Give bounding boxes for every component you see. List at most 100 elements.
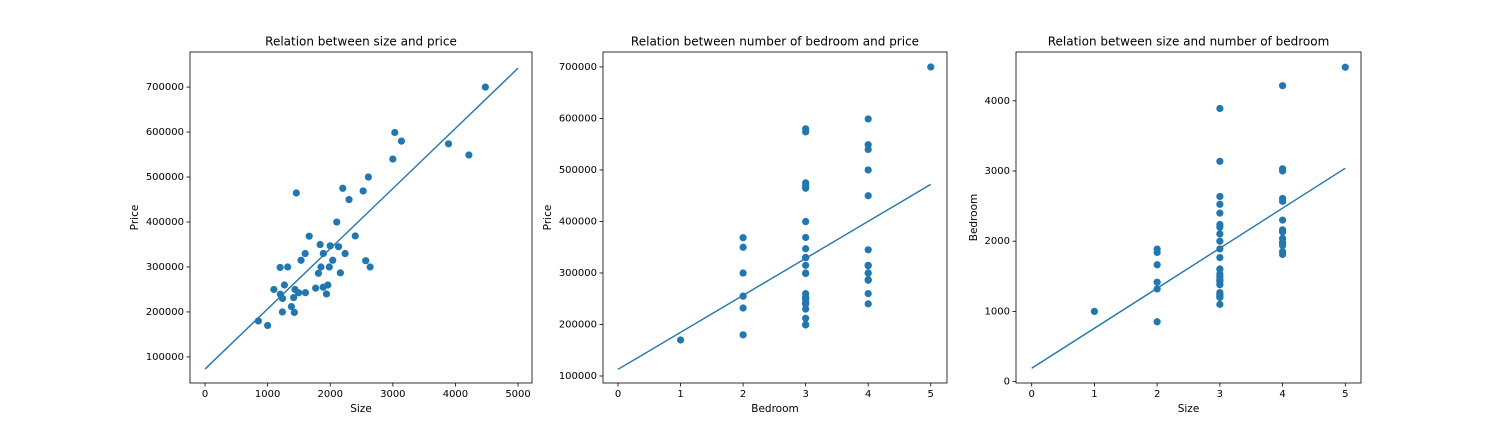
data-point: [802, 269, 810, 278]
x-tick-label: 3000: [380, 389, 405, 400]
data-point: [1153, 278, 1161, 286]
data-point: [314, 269, 322, 277]
data-point: [329, 256, 337, 264]
data-point: [1216, 293, 1224, 301]
data-point: [325, 263, 333, 271]
x-tick-label: 2: [740, 389, 746, 400]
x-tick-label: 4000: [443, 389, 468, 400]
data-point: [1090, 307, 1099, 315]
data-point: [276, 290, 284, 298]
y-tick-label: 600000: [559, 113, 597, 124]
data-point: [864, 166, 872, 174]
data-point: [1216, 200, 1224, 208]
x-tick-label: 4: [865, 389, 871, 400]
data-point: [465, 151, 473, 159]
data-point: [334, 243, 343, 251]
x-tick-label: 1: [1091, 389, 1097, 400]
x-tick-label: 1000: [255, 389, 280, 400]
data-point: [802, 261, 810, 269]
data-point: [397, 137, 406, 145]
data-point: [301, 249, 309, 258]
data-point: [802, 314, 810, 322]
y-tick-label: 0: [1004, 377, 1010, 388]
data-point: [312, 284, 320, 292]
x-tick-label: 0: [202, 389, 208, 400]
data-point: [864, 115, 872, 123]
data-point: [1278, 226, 1287, 234]
data-point: [297, 256, 305, 264]
subplot: 0 1 2 3 4 5 0 1000 2000 3000 4000 Relation between …: [968, 35, 1362, 415]
data-point: [276, 263, 284, 272]
data-point: [389, 155, 397, 163]
y-tick-label: 500000: [146, 172, 184, 183]
data-point: [1153, 248, 1161, 257]
data-point: [317, 263, 325, 271]
data-point: [802, 125, 810, 133]
data-point: [1153, 261, 1161, 269]
data-point: [1278, 216, 1287, 224]
chart-title: Relation between number of bedroom and p…: [631, 35, 919, 49]
y-tick-label: 100000: [146, 352, 184, 363]
data-point: [280, 281, 289, 289]
data-point: [1153, 318, 1161, 326]
y-axis-label: Price: [129, 205, 141, 231]
x-tick-label: 0: [615, 389, 621, 400]
y-tick-label: 200000: [146, 307, 184, 318]
data-point: [1216, 277, 1224, 285]
data-point: [864, 269, 872, 277]
x-axis-label: Bedroom: [751, 403, 799, 415]
data-point: [1216, 253, 1224, 262]
data-point: [1216, 157, 1224, 165]
fit-line: [617, 183, 932, 370]
data-point: [1216, 230, 1224, 238]
x-tick-label: 0: [1028, 389, 1034, 400]
data-point: [1278, 197, 1287, 205]
chart-title: Relation between size and price: [265, 35, 457, 49]
data-point: [391, 128, 399, 137]
data-point: [341, 249, 349, 258]
plot-frame: [602, 51, 948, 384]
data-point: [305, 232, 313, 240]
y-tick-label: 500000: [559, 165, 597, 176]
data-point: [864, 192, 872, 200]
x-tick-label: 1: [677, 389, 683, 400]
x-tick-label: 2: [1154, 389, 1160, 400]
x-tick-label: 5000: [505, 389, 530, 400]
data-point: [739, 243, 747, 251]
y-axis-label: Price: [542, 205, 554, 231]
data-point: [362, 257, 370, 265]
data-point: [336, 269, 344, 277]
data-point: [676, 336, 685, 344]
data-point: [481, 83, 489, 91]
data-point: [278, 308, 287, 316]
data-point: [264, 321, 272, 330]
data-point: [802, 295, 810, 303]
x-axis-label: Size: [350, 403, 372, 415]
data-point: [339, 184, 347, 192]
y-tick-label: 300000: [559, 268, 597, 279]
y-tick-label: 300000: [146, 262, 184, 273]
data-point: [1341, 63, 1349, 71]
y-tick-label: 200000: [559, 319, 597, 330]
x-tick-label: 5: [1342, 389, 1348, 400]
data-point: [864, 300, 872, 308]
y-tick-label: 2000: [985, 236, 1010, 247]
data-point: [802, 233, 810, 242]
fit-line: [204, 67, 519, 370]
x-tick-label: 4: [1279, 389, 1285, 400]
data-point: [333, 218, 341, 226]
y-tick-label: 400000: [146, 217, 184, 228]
data-point: [802, 300, 810, 308]
data-point: [1216, 265, 1224, 273]
chart-title: Relation between size and number of bedr…: [1048, 35, 1330, 49]
data-point: [1216, 300, 1224, 308]
data-point: [802, 217, 810, 226]
fit-line: [1031, 167, 1346, 369]
data-point: [1216, 104, 1224, 113]
data-point: [802, 320, 810, 329]
data-point: [345, 195, 353, 204]
data-point: [284, 263, 292, 271]
y-tick-label: 100000: [559, 371, 597, 382]
